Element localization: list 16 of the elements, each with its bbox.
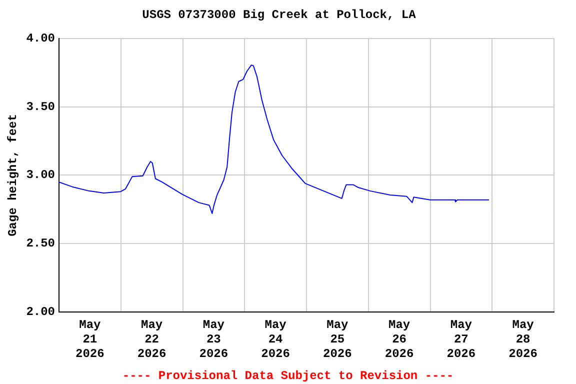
y-tick-label: 2.00 [26, 305, 55, 320]
x-tick-label: May 22 2026 [137, 318, 166, 362]
text: ---- Provisional Data Subject to Revision ---- [122, 369, 454, 384]
x-tick-label: May 21 2026 [76, 318, 104, 362]
y-tick-label: 4.00 [26, 31, 55, 46]
x-tick-label: May 25 2026 [323, 318, 352, 362]
y-tick-label: 3.00 [26, 168, 55, 182]
x-tick-label: May 26 2026 [384, 318, 414, 362]
chart-title: USGS 07373000 Big Creek at Pollock, LA [142, 8, 417, 22]
x-tick-label: May 28 2026 [508, 318, 538, 362]
x-tick-label: May 23 2026 [199, 318, 228, 362]
x-tick-label: May 24 2026 [261, 318, 290, 362]
y-tick-label: 2.50 [26, 236, 55, 251]
y-tick-label: 3.50 [26, 100, 55, 114]
x-tick-label: May 27 2026 [446, 318, 476, 362]
y-axis-title: Gage height, feet [6, 114, 20, 236]
